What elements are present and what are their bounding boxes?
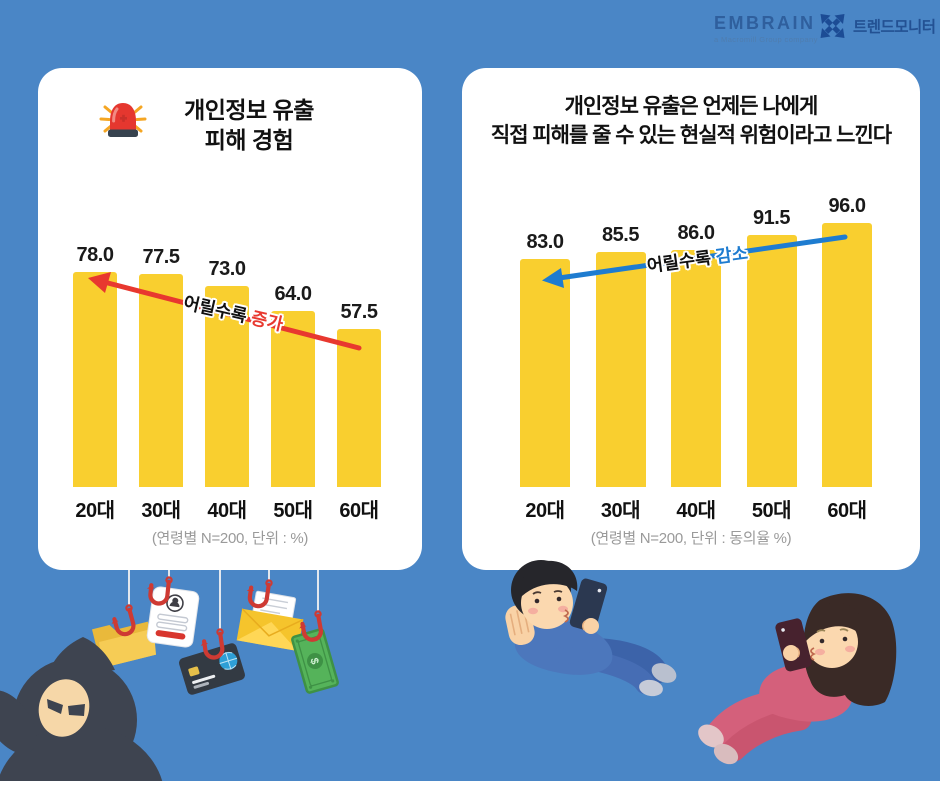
bar-value-label: 77.5 xyxy=(142,246,180,268)
bar xyxy=(746,235,797,487)
trendmonitor-icon xyxy=(820,14,845,38)
bottom-white-bar xyxy=(0,781,940,788)
bar-category-label: 20대 xyxy=(75,500,115,522)
hacker-phishing-illustration: $ xyxy=(0,552,339,781)
bar-value-label: 78.0 xyxy=(76,244,114,266)
trendmonitor-label: 트렌드모니터 xyxy=(853,19,936,36)
bar-category-label: 50대 xyxy=(751,500,792,522)
bar xyxy=(139,274,183,487)
fishing-hook-icon xyxy=(146,576,173,606)
bar-category-label: 40대 xyxy=(676,500,716,522)
chart-title: 개인정보 유출 피해 경험 xyxy=(134,95,364,155)
embrain-subtitle: a Macromill Group company xyxy=(714,35,818,44)
chart-footnote: (연령별 N=200, 단위 : %) xyxy=(151,530,309,547)
man-with-phone xyxy=(505,560,677,697)
bar-value-label: 86.0 xyxy=(677,222,715,244)
bar-value-label: 83.0 xyxy=(526,231,564,253)
fishing-hook-icon xyxy=(200,628,225,660)
bar xyxy=(73,272,117,487)
chart-title-line1: 개인정보 유출 xyxy=(184,97,314,123)
fishing-hook-icon xyxy=(299,610,323,642)
bar-value-label: 85.5 xyxy=(602,224,639,246)
trendmonitor-logo: 트렌드모니터 xyxy=(818,12,936,40)
hacker-right-eye xyxy=(68,704,85,716)
annotation-word: 증가 xyxy=(249,307,286,335)
bar xyxy=(271,311,315,487)
chart-title-line2: 피해 경험 xyxy=(204,127,294,153)
bar-value-label: 73.0 xyxy=(208,258,246,280)
bar-value-label: 64.0 xyxy=(274,283,312,305)
embrain-logo: EMBRAIN a Macromill Group company xyxy=(714,13,818,44)
folder-icon xyxy=(91,621,157,669)
svg-text:$: $ xyxy=(307,657,320,666)
bar-category-label: 50대 xyxy=(273,500,313,522)
id-card-icon xyxy=(146,586,200,648)
embrain-wordmark: EMBRAIN xyxy=(714,13,816,33)
chart-title: 개인정보 유출은 언제든 나에게 직접 피해를 줄 수 있는 현실적 위험이라고… xyxy=(462,92,920,150)
bar-category-label: 60대 xyxy=(339,500,379,522)
fishing-hook-icon xyxy=(246,579,273,609)
chart-footnote: (연령별 N=200, 단위 : 동의율 %) xyxy=(590,530,792,547)
annotation-word: 감소 xyxy=(714,242,749,267)
chart-title-line2: 직접 피해를 줄 수 있는 현실적 위험이라고 느낀다 xyxy=(490,124,892,147)
bar xyxy=(671,250,721,487)
bar xyxy=(595,252,646,487)
siren-icon xyxy=(99,103,147,137)
card-perceived-risk: 개인정보 유출은 언제든 나에게 직접 피해를 줄 수 있는 현실적 위험이라고… xyxy=(462,68,920,570)
bar-value-label: 96.0 xyxy=(828,195,866,217)
woman-phone xyxy=(775,618,812,672)
money-icon: $ xyxy=(291,628,339,694)
woman-with-phone xyxy=(698,593,897,765)
bar xyxy=(520,259,570,487)
bar xyxy=(337,329,381,487)
bar-category-label: 60대 xyxy=(827,500,867,522)
bar-category-label: 20대 xyxy=(525,500,565,522)
man-phone xyxy=(569,578,608,632)
bar-value-label: 91.5 xyxy=(753,207,790,229)
bar-value-label: 57.5 xyxy=(340,301,378,323)
card-leak-experience: 개인정보 유출 피해 경험 78.0 20대 77.5 30대 73.0 40대 64.0 5… xyxy=(38,68,422,570)
bar-category-label: 30대 xyxy=(600,500,641,522)
bar xyxy=(822,223,872,487)
chart-title-line1: 개인정보 유출은 언제든 나에게 xyxy=(564,95,819,118)
fishing-hook-icon xyxy=(111,604,136,637)
hacker-figure xyxy=(0,637,163,781)
credit-card-icon xyxy=(178,643,246,695)
hacker-left-eye xyxy=(47,699,63,714)
bar-category-label: 40대 xyxy=(207,500,247,522)
bar-category-label: 30대 xyxy=(141,500,181,522)
people-with-phones-illustration xyxy=(505,560,897,765)
